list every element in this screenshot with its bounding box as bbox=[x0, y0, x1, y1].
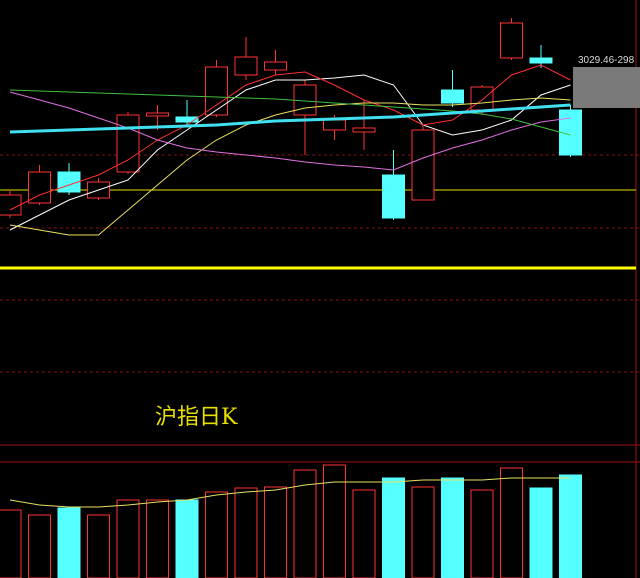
candle-body bbox=[441, 89, 464, 104]
volume-bar bbox=[293, 469, 317, 578]
candle-body bbox=[500, 22, 523, 59]
candle-body bbox=[529, 57, 553, 64]
candle-body bbox=[352, 127, 376, 133]
candle-body bbox=[411, 129, 435, 201]
candle-body bbox=[234, 56, 258, 76]
volume-bar bbox=[352, 489, 376, 578]
candle-body bbox=[28, 171, 51, 204]
candle-body bbox=[0, 194, 22, 216]
candle-body bbox=[382, 174, 405, 219]
candle-body bbox=[323, 119, 346, 131]
volume-bar bbox=[411, 486, 435, 578]
ma-line bbox=[9, 103, 571, 134]
grid bbox=[0, 154, 640, 373]
volume-bar bbox=[559, 474, 582, 578]
candle-body bbox=[264, 61, 287, 71]
volume-bar bbox=[28, 514, 51, 578]
volume-ma-line bbox=[9, 477, 571, 508]
volume-bar bbox=[57, 507, 81, 578]
ma-line bbox=[9, 91, 571, 171]
chart-title: 沪指日K bbox=[155, 405, 238, 430]
ma-line bbox=[9, 89, 571, 136]
volume-bar bbox=[87, 514, 110, 578]
volume-bar bbox=[146, 499, 169, 578]
volume-bar bbox=[323, 464, 346, 578]
volume-bar bbox=[470, 489, 494, 578]
volume-bar bbox=[264, 486, 287, 578]
price-label: 3029.46-298 bbox=[578, 55, 635, 66]
volume-bar bbox=[382, 477, 405, 578]
price-box bbox=[573, 67, 640, 108]
candle-body bbox=[470, 86, 494, 111]
candle-body bbox=[146, 112, 169, 117]
volume-bar bbox=[205, 491, 228, 578]
volume-bar bbox=[175, 499, 199, 578]
volume-bar bbox=[116, 499, 140, 578]
candle-body bbox=[205, 66, 228, 116]
ma-line bbox=[9, 97, 571, 236]
ma-line bbox=[9, 74, 571, 231]
volume-bar bbox=[529, 487, 553, 578]
volume-bar bbox=[0, 509, 22, 578]
volume-bar bbox=[234, 487, 258, 578]
candle-body bbox=[175, 116, 199, 123]
volume-bar bbox=[500, 467, 523, 578]
volume-bar bbox=[441, 477, 464, 578]
